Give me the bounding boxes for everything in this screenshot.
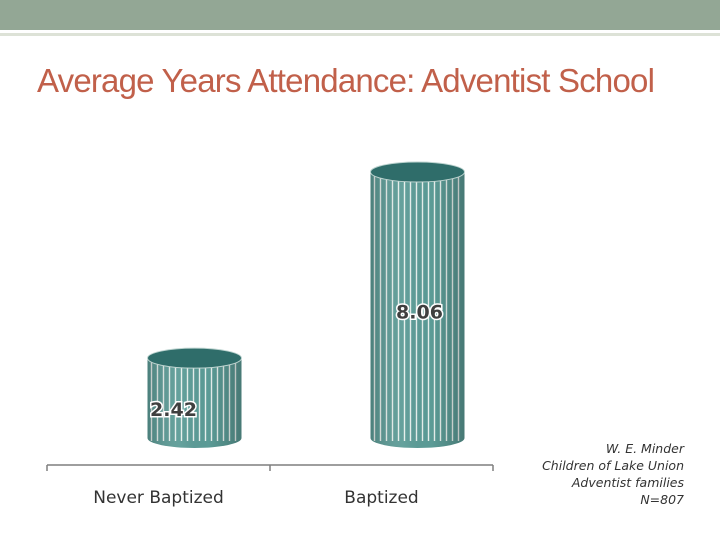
bar-2 [370,161,465,448]
top-decor-bar [0,0,720,30]
credit-sample-size: N=807 [640,492,684,507]
category-label: Baptized [344,488,418,508]
bar-shading [147,358,242,448]
bar-shading [370,172,465,448]
bar-top [370,161,465,183]
credit-population: Adventist families [571,475,684,490]
value-label: 2.42 [150,399,197,421]
value-label: 8.06 [396,301,443,323]
credit-study: Children of Lake Union [542,458,684,473]
credit-author: W. E. Minder [605,441,684,456]
slide-title: Average Years Attendance: Adventist Scho… [37,62,655,99]
source-credit: W. E. Minder Children of Lake Union Adve… [542,440,684,508]
category-label: Never Baptized [93,488,224,508]
top-decor-line [0,33,720,36]
bar-top [147,347,242,369]
bar-1 [147,347,242,448]
